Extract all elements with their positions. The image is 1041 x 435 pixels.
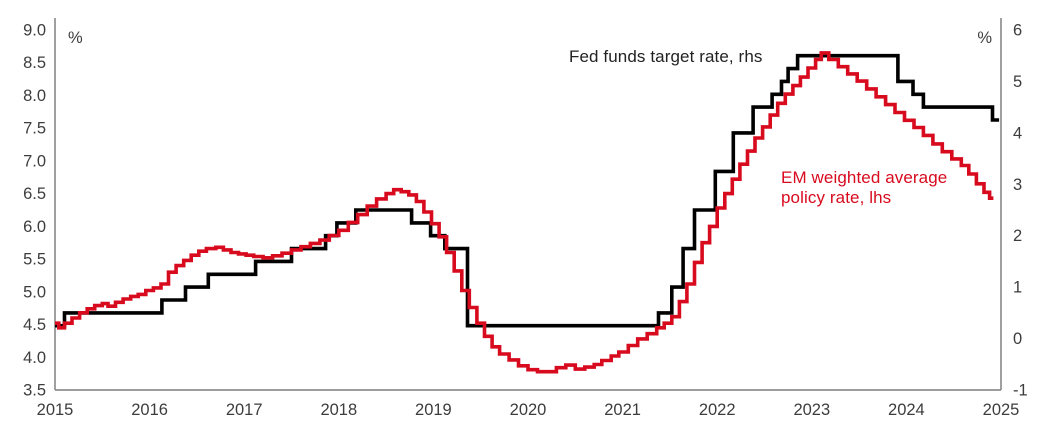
x-tick-label: 2019 [415,401,452,419]
em-policy-rate-line [55,51,994,374]
y-left-tick-label: 6.0 [23,218,46,236]
y-right-tick-label: 1 [1013,279,1022,297]
x-tick-label: 2023 [793,401,830,419]
y-left-tick-label: 7.0 [23,152,46,170]
x-tick-label: 2022 [699,401,736,419]
x-tick-label: 2024 [888,401,925,419]
legend-fed-funds-label: Fed funds target rate, rhs [569,47,763,66]
x-tick-label: 2016 [131,401,168,419]
y-left-tick-label: 8.0 [23,87,46,105]
y-left-tick-label: 4.0 [23,349,46,367]
y-right-tick-label: 3 [1013,176,1022,194]
x-tick-label: 2018 [320,401,357,419]
y-right-tick-label: 5 [1013,73,1022,91]
y-left-tick-label: 7.5 [23,120,46,138]
x-tick-label: 2017 [226,401,263,419]
y-left-tick-label: 6.5 [23,185,46,203]
y-right-tick-label: -1 [1013,382,1028,400]
y-right-tick-label: 6 [1013,22,1022,40]
x-tick-label: 2020 [510,401,547,419]
legend-em-line2: policy rate, lhs [781,188,892,207]
right-axis-unit-label: % [977,29,992,47]
left-axis-unit-label: % [68,29,83,47]
fed-funds-line [55,53,1000,328]
x-tick-label: 2015 [37,401,74,419]
y-right-tick-label: 0 [1013,330,1022,348]
y-left-tick-label: 5.5 [23,251,46,269]
legend-em-policy-rate: EM weighted average policy rate, lhs [781,168,947,208]
y-left-tick-label: 4.5 [23,316,46,334]
y-left-tick-label: 5.0 [23,283,46,301]
legend-fed-funds: Fed funds target rate, rhs [569,47,762,67]
x-tick-label: 2021 [604,401,641,419]
x-tick-label: 2025 [983,401,1020,419]
y-right-tick-label: 2 [1013,227,1022,245]
y-left-tick-label: 9.0 [23,22,46,40]
y-left-tick-label: 8.5 [23,54,46,72]
legend-em-line1: EM weighted average [781,168,948,187]
y-left-tick-label: 3.5 [23,382,46,400]
y-right-tick-label: 4 [1013,124,1022,142]
